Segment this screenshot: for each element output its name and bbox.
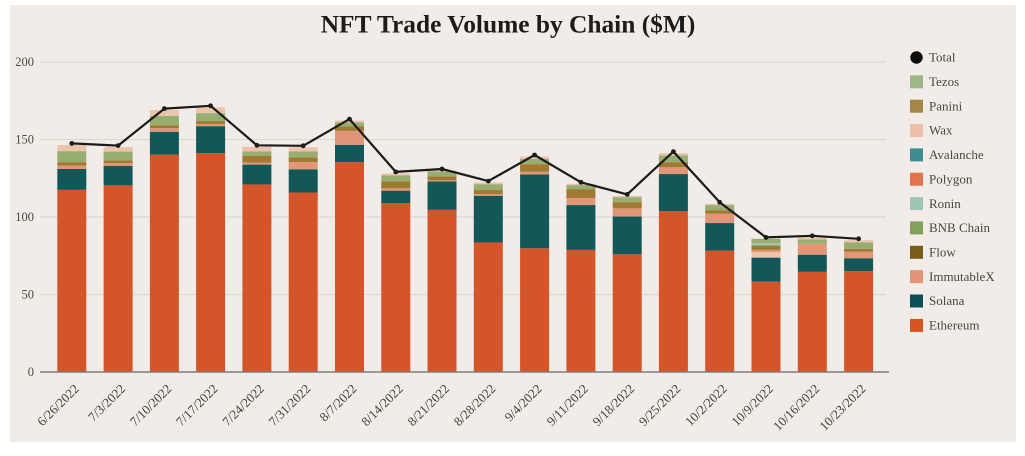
svg-text:Tezos: Tezos <box>929 74 959 89</box>
svg-text:Polygon: Polygon <box>929 171 973 186</box>
svg-text:150: 150 <box>15 133 34 147</box>
svg-text:Panini: Panini <box>929 98 963 113</box>
svg-text:50: 50 <box>22 288 35 302</box>
svg-text:Solana: Solana <box>929 293 965 308</box>
svg-text:0: 0 <box>28 365 34 379</box>
svg-text:BNB Chain: BNB Chain <box>929 220 991 235</box>
svg-text:Total: Total <box>929 50 956 65</box>
svg-text:Avalanche: Avalanche <box>929 147 984 162</box>
svg-text:Ronin: Ronin <box>929 196 961 211</box>
svg-text:200: 200 <box>15 55 34 69</box>
svg-text:Flow: Flow <box>929 245 956 260</box>
svg-text:Ethereum: Ethereum <box>929 318 980 333</box>
svg-text:NFT Trade Volume by Chain ($M): NFT Trade Volume by Chain ($M) <box>321 11 696 39</box>
svg-text:100: 100 <box>15 210 34 224</box>
svg-text:Wax: Wax <box>929 123 953 138</box>
svg-text:ImmutableX: ImmutableX <box>929 269 995 284</box>
